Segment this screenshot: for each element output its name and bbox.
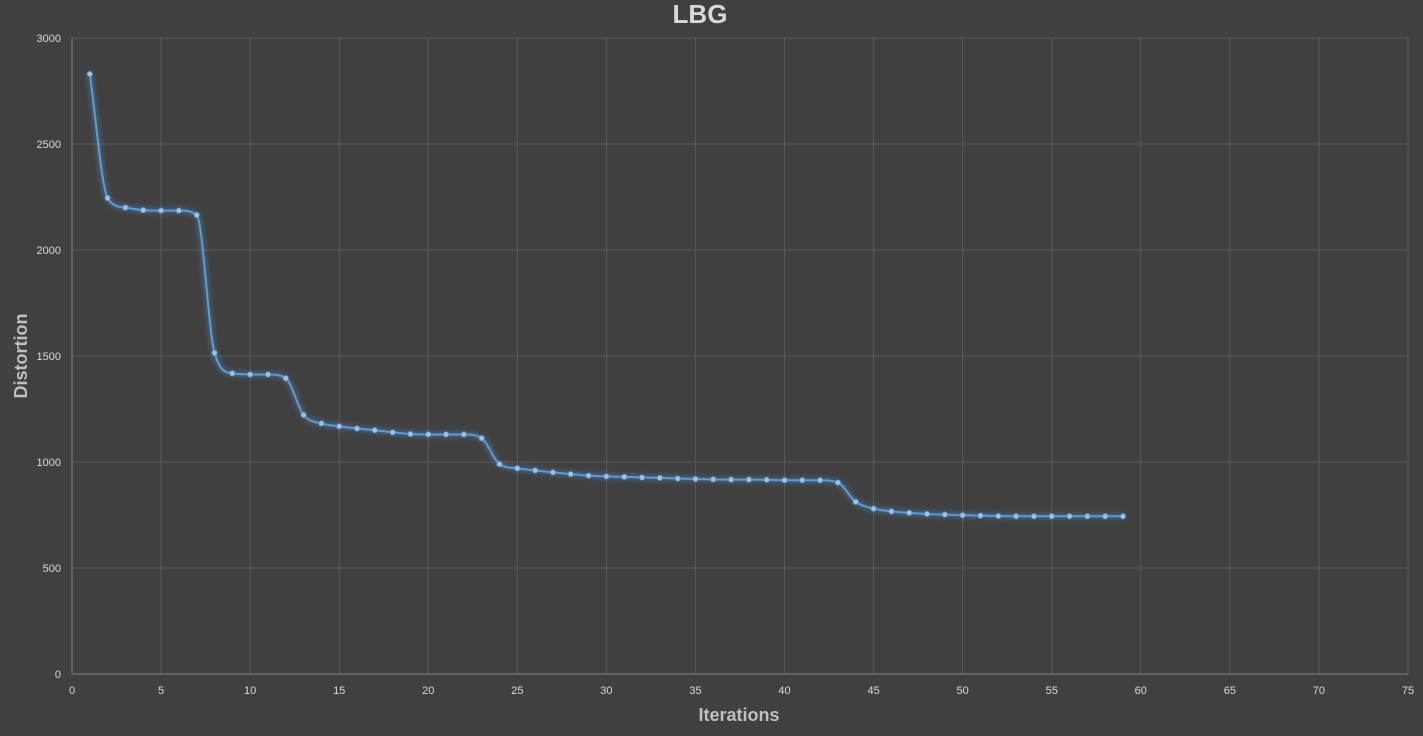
data-point [692, 475, 699, 482]
x-tick-label: 40 [778, 685, 790, 697]
gridlines [71, 37, 1409, 675]
data-point [86, 71, 93, 78]
data-point [193, 212, 200, 219]
data-point [1030, 513, 1037, 520]
x-tick-label: 5 [158, 685, 164, 697]
x-tick-label: 45 [867, 685, 879, 697]
data-point [407, 431, 414, 438]
data-point [1102, 513, 1109, 520]
data-point [229, 370, 236, 377]
x-tick-label: 60 [1135, 685, 1147, 697]
y-tick-label: 2000 [37, 245, 61, 257]
data-point [1048, 513, 1055, 520]
tick-labels: 0 500 1000 1500 2000 2500 3000 0 5 10 15 20 25 30 35 40… [37, 33, 1415, 697]
data-point [924, 510, 931, 517]
data-point [371, 427, 378, 434]
data-point [567, 471, 574, 478]
x-tick-label: 55 [1046, 685, 1058, 697]
data-point [336, 423, 343, 430]
data-point [514, 465, 521, 472]
data-point [781, 477, 788, 484]
y-tick-label: 3000 [37, 33, 61, 45]
data-point [158, 207, 165, 214]
y-tick-label: 0 [55, 669, 61, 681]
data-point [603, 473, 610, 480]
data-point [496, 461, 503, 468]
data-point [639, 474, 646, 481]
data-point [318, 420, 325, 427]
data-point [460, 431, 467, 438]
chart-title: LBG [673, 0, 728, 29]
data-point [817, 477, 824, 484]
series-distortion [86, 71, 1126, 520]
data-point [282, 375, 289, 382]
data-point [745, 476, 752, 483]
data-point [425, 431, 432, 438]
x-tick-label: 50 [957, 685, 969, 697]
x-tick-label: 65 [1224, 685, 1236, 697]
data-point [710, 476, 717, 483]
data-point [1084, 513, 1091, 520]
data-point [799, 477, 806, 484]
data-point [1013, 513, 1020, 520]
data-point [977, 512, 984, 519]
x-tick-label: 25 [511, 685, 523, 697]
data-point [1066, 513, 1073, 520]
data-point [532, 467, 539, 474]
x-tick-label: 35 [689, 685, 701, 697]
x-axis-title: Iterations [698, 705, 779, 725]
y-tick-label: 2500 [37, 139, 61, 151]
data-point [140, 207, 147, 214]
y-tick-label: 1500 [37, 351, 61, 363]
x-tick-label: 10 [244, 685, 256, 697]
data-point [478, 435, 485, 442]
y-tick-label: 1000 [37, 457, 61, 469]
data-point [354, 425, 361, 432]
x-tick-label: 20 [422, 685, 434, 697]
data-point [175, 207, 182, 214]
data-point [549, 469, 556, 476]
data-point [870, 505, 877, 512]
data-point [852, 498, 859, 505]
data-point [300, 411, 307, 418]
x-tick-label: 75 [1402, 685, 1414, 697]
data-point [959, 512, 966, 519]
data-point [728, 476, 735, 483]
x-tick-label: 0 [69, 685, 75, 697]
data-point [211, 349, 218, 356]
data-point [674, 475, 681, 482]
data-point [621, 473, 628, 480]
data-point [763, 476, 770, 483]
data-point [122, 204, 129, 211]
data-point [941, 511, 948, 518]
data-point [247, 371, 254, 378]
data-point [995, 513, 1002, 520]
data-point [888, 508, 895, 515]
y-axis-title: Distortion [11, 314, 31, 399]
data-point [389, 429, 396, 436]
x-tick-label: 30 [600, 685, 612, 697]
x-tick-label: 70 [1313, 685, 1325, 697]
y-tick-label: 500 [43, 563, 61, 575]
data-point [585, 472, 592, 479]
data-point [656, 474, 663, 481]
data-point [104, 195, 111, 202]
data-point [906, 509, 913, 516]
x-tick-label: 15 [333, 685, 345, 697]
data-point [443, 431, 450, 438]
data-point [1119, 513, 1126, 520]
data-point [834, 479, 841, 486]
data-point [264, 371, 271, 378]
